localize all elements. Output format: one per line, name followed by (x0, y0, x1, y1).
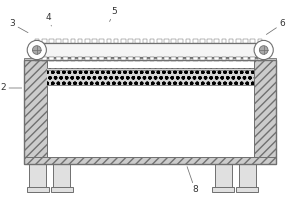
Bar (238, 164, 256, 192)
Bar (121, 39, 126, 43)
Bar (63, 57, 68, 61)
Ellipse shape (32, 46, 41, 54)
Bar (229, 39, 233, 43)
Bar (171, 57, 176, 61)
Bar (24, 60, 47, 164)
Bar (42, 57, 46, 61)
Bar (207, 57, 212, 61)
Bar (214, 57, 219, 61)
Bar (56, 39, 61, 43)
Bar (99, 57, 104, 61)
Bar (92, 39, 97, 43)
Bar (128, 57, 133, 61)
Bar (85, 57, 90, 61)
Bar (24, 156, 276, 164)
Bar (50, 187, 73, 192)
Bar (33, 43, 267, 57)
Bar (214, 39, 219, 43)
Bar (178, 39, 183, 43)
Bar (85, 39, 90, 43)
Ellipse shape (260, 46, 268, 54)
Bar (150, 57, 154, 61)
Bar (200, 57, 205, 61)
Bar (106, 39, 111, 43)
Bar (114, 39, 118, 43)
Text: 2: 2 (1, 83, 22, 92)
Text: 4: 4 (46, 14, 51, 26)
Bar (142, 39, 147, 43)
Bar (157, 57, 162, 61)
Bar (222, 39, 226, 43)
Bar (78, 39, 82, 43)
Bar (200, 39, 205, 43)
Bar (229, 57, 233, 61)
Bar (49, 57, 54, 61)
Bar (70, 39, 75, 43)
Bar (142, 57, 147, 61)
Bar (207, 39, 212, 43)
Bar (222, 57, 226, 61)
Bar (128, 39, 133, 43)
Bar (257, 57, 262, 61)
Bar (47, 60, 254, 156)
Bar (193, 57, 197, 61)
Bar (157, 39, 162, 43)
Bar (212, 187, 234, 192)
Bar (254, 60, 276, 164)
Bar (186, 57, 190, 61)
Bar (236, 39, 241, 43)
Bar (214, 164, 232, 192)
Ellipse shape (27, 40, 46, 60)
Bar (106, 57, 111, 61)
Text: 8: 8 (187, 167, 198, 194)
Ellipse shape (254, 40, 273, 60)
Text: 6: 6 (266, 20, 285, 34)
Bar (250, 57, 255, 61)
Bar (63, 39, 68, 43)
Bar (164, 39, 169, 43)
Bar (164, 57, 169, 61)
Text: 3: 3 (10, 20, 28, 33)
Bar (78, 57, 82, 61)
Bar (42, 39, 46, 43)
Bar (29, 164, 46, 192)
Bar (26, 187, 49, 192)
Bar (236, 187, 258, 192)
Bar (135, 57, 140, 61)
Bar (193, 39, 197, 43)
Text: 5: 5 (110, 7, 117, 22)
Bar (92, 57, 97, 61)
Bar (49, 39, 54, 43)
Bar (236, 57, 241, 61)
Bar (178, 57, 183, 61)
Bar (47, 68, 254, 85)
Bar (121, 57, 126, 61)
Bar (35, 39, 39, 43)
Bar (243, 57, 248, 61)
Bar (114, 57, 118, 61)
Bar (171, 39, 176, 43)
Bar (56, 57, 61, 61)
Bar (35, 57, 39, 61)
Bar (243, 39, 248, 43)
Bar (24, 60, 276, 164)
Bar (99, 39, 104, 43)
Bar (186, 39, 190, 43)
Bar (150, 39, 154, 43)
Bar (70, 57, 75, 61)
Bar (135, 39, 140, 43)
Bar (250, 39, 255, 43)
Bar (24, 58, 276, 60)
Bar (53, 164, 70, 192)
Bar (257, 39, 262, 43)
